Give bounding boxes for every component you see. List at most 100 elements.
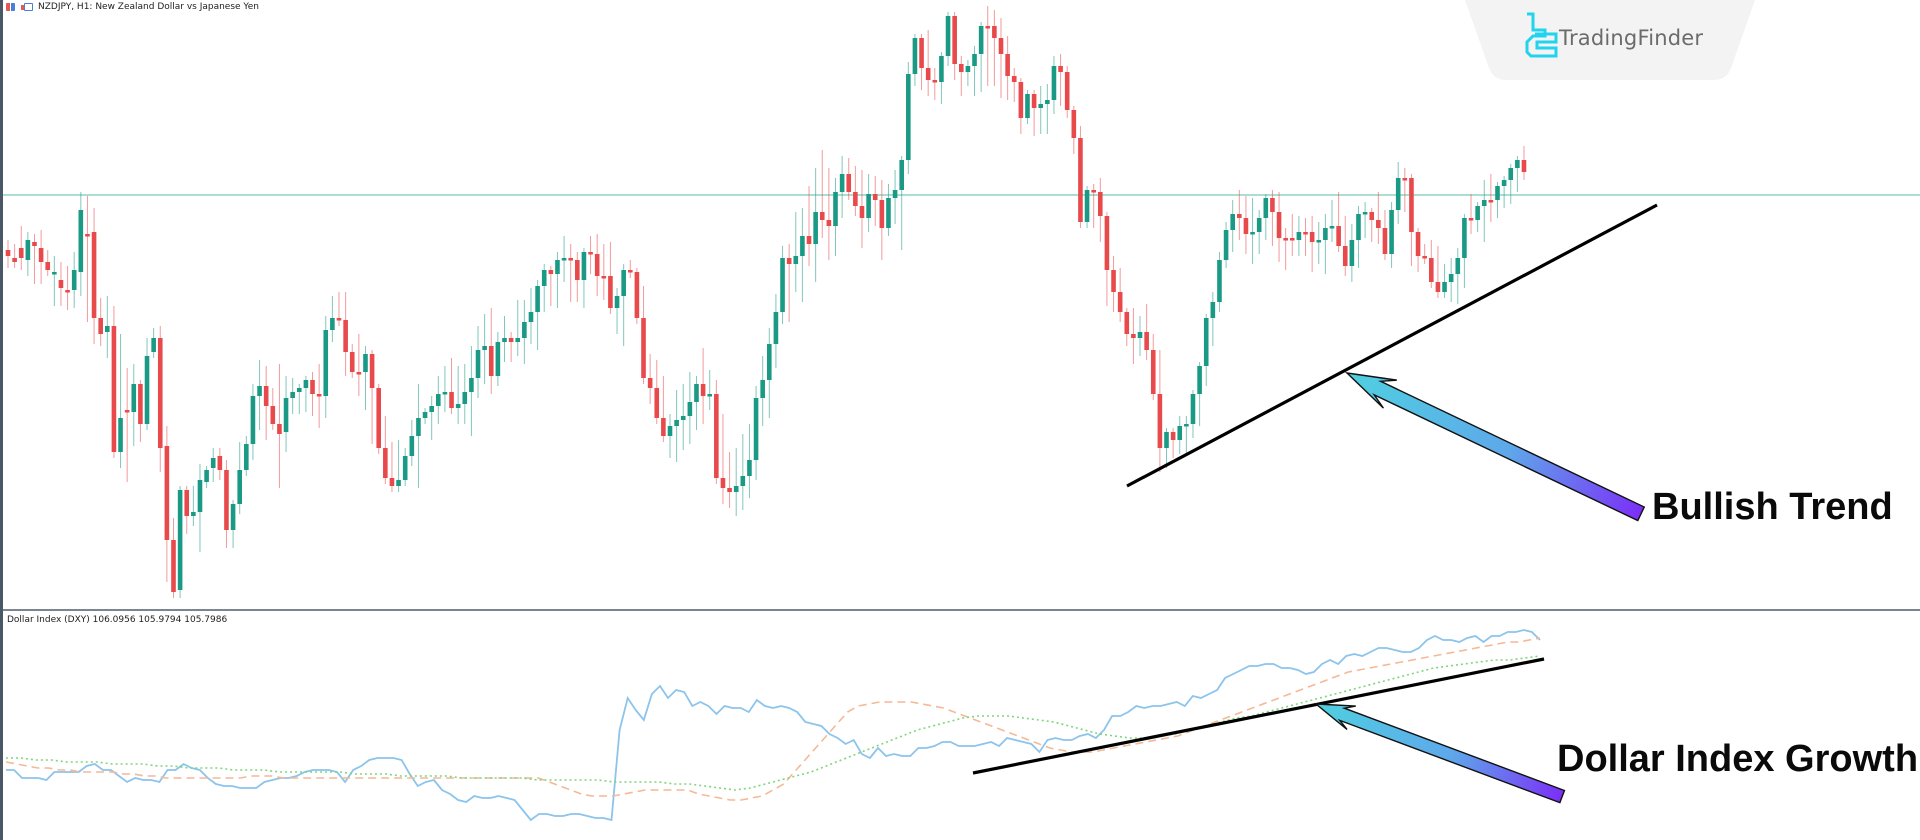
candle [25,232,31,276]
candle [972,46,977,96]
candle [1164,428,1169,468]
candle [177,486,183,598]
candle [800,208,805,302]
candle [1124,308,1130,346]
candle [389,442,395,492]
candle [330,296,335,342]
candle [157,326,163,472]
candle [58,262,64,306]
candle [687,372,693,444]
candle [1157,350,1163,472]
candle [12,244,17,268]
candle [1422,244,1427,264]
candle [369,350,375,444]
candle [806,186,812,266]
candle [277,364,282,488]
candle [1342,216,1348,276]
candle [488,308,494,394]
candle [111,306,117,458]
candle [184,486,190,534]
series-ma-slow [6,655,1541,791]
bullish-trendline[interactable] [1126,203,1658,488]
price-chart[interactable] [0,0,1920,610]
candle [892,170,898,224]
candle [568,244,573,302]
candle [939,52,944,104]
candle [1462,214,1467,288]
candle [270,388,276,430]
candle [144,338,150,430]
candle [296,384,302,414]
candle [1230,200,1235,252]
chart-grid-icon[interactable] [6,3,15,11]
candle [601,244,607,300]
dxy-growth-arrow-icon [1313,703,1566,804]
candle [1481,180,1487,242]
candle [614,288,620,334]
candle [1382,210,1388,260]
candle [495,332,501,386]
candle [627,260,633,278]
candle [455,366,461,424]
candle [1329,200,1335,242]
dxy-trendline[interactable] [972,657,1545,775]
candle [52,256,57,306]
candle [1349,224,1355,282]
candle [356,334,362,396]
candle [826,168,832,260]
candle [906,62,911,174]
candle [1137,316,1143,356]
candle [244,436,249,476]
logo-text: TradingFinder [1559,26,1704,50]
candle [1038,86,1044,134]
candle [217,448,223,480]
pane-divider[interactable] [3,609,1920,611]
candle [65,266,70,310]
candle [575,252,580,302]
tradingfinder-mark-icon [1525,12,1558,58]
candle [1210,292,1216,346]
indicator-settings-icon[interactable] [21,3,33,11]
candle [191,486,196,526]
candle [1018,78,1024,134]
candle [71,252,77,308]
candle [767,328,772,418]
candle [91,208,97,344]
candle [1243,196,1249,254]
candle [1389,202,1394,268]
candle [1170,428,1176,458]
candle [667,414,673,458]
candle [859,170,865,248]
candle [661,376,666,442]
candle [250,384,256,460]
candle [1256,210,1262,254]
candle [707,370,713,410]
candle [992,10,997,86]
candle [1276,192,1282,262]
candle [985,6,991,86]
candle [641,286,646,384]
candle [1250,198,1255,264]
candle [879,180,885,260]
candle [204,466,209,488]
candle [171,518,176,598]
candle [1237,190,1242,240]
window-left-border [0,0,3,840]
candle [952,12,957,80]
candle [780,246,785,324]
candle [1495,182,1500,218]
candle [416,384,421,488]
candle [1468,194,1474,234]
candle [1058,54,1063,106]
candle [727,452,732,508]
candle [1104,212,1110,306]
candle [608,242,613,314]
candle [1515,156,1520,192]
candle [396,440,401,492]
candle [1376,192,1381,244]
candle [793,212,799,292]
candle [1071,106,1077,154]
candle [1144,304,1149,360]
